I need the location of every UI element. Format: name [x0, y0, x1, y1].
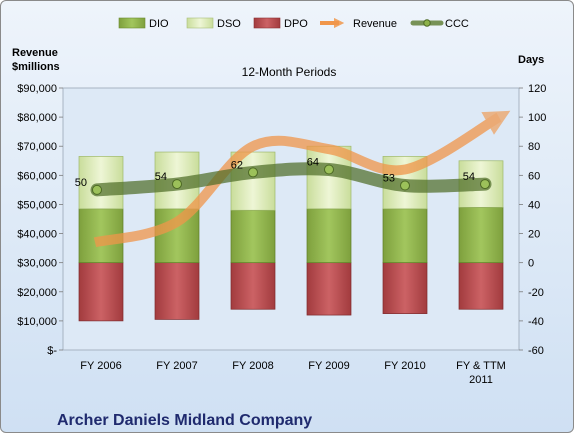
legend-label-dio: DIO — [149, 18, 169, 30]
revenue-line — [93, 110, 511, 248]
legend-label-dpo: DPO — [284, 18, 308, 30]
legend-swatch-ccc-marker — [423, 19, 431, 27]
legend-swatch-dso — [186, 17, 214, 29]
left-axis-tick-label: $20,000 — [17, 287, 57, 299]
bar-dpo — [382, 262, 428, 314]
legend: DIO DSO DPO Revenue CCC — [118, 17, 469, 30]
category-label: 2011 — [469, 374, 493, 386]
ccc-marker — [92, 184, 102, 195]
right-axis-tick-label: 40 — [528, 199, 540, 211]
category-label: FY & TTM — [456, 360, 506, 372]
left-axis-tick-label: $30,000 — [17, 258, 57, 270]
ccc-marker — [172, 179, 182, 190]
left-axis-tick-label: $70,000 — [17, 141, 57, 153]
right-axis-tick-label: -40 — [528, 316, 544, 328]
category-label: FY 2009 — [308, 360, 349, 372]
ccc-marker — [400, 180, 410, 191]
ccc-line — [90, 162, 492, 197]
ccc-marker — [248, 167, 258, 178]
left-axis-tick-label: $40,000 — [17, 229, 57, 241]
legend-label-dso: DSO — [217, 18, 241, 30]
right-axis-tick-label: 0 — [528, 258, 534, 270]
category-label: FY 2008 — [232, 360, 273, 372]
ccc-data-label: 62 — [231, 159, 243, 171]
bars-layer — [78, 145, 504, 322]
left-axis-tick-label: $80,000 — [17, 112, 57, 124]
left-axis-tick-label: $- — [47, 345, 57, 357]
ccc-data-label: 53 — [383, 173, 395, 185]
bar-dio — [306, 208, 352, 264]
bar-dpo — [458, 262, 504, 310]
ccc-marker — [324, 164, 334, 175]
left-axis-tick-label: $90,000 — [17, 83, 57, 95]
ccc-data-label: 50 — [75, 177, 87, 189]
category-label: FY 2007 — [156, 360, 197, 372]
left-axis-title-line1: Revenue — [12, 47, 58, 59]
right-axis-tick-label: -20 — [528, 287, 544, 299]
legend-swatch-dio — [118, 17, 146, 29]
right-axis-tick-label: 100 — [528, 112, 546, 124]
chart-title: 12-Month Periods — [242, 65, 337, 79]
legend-label-ccc: CCC — [445, 18, 469, 30]
lines-layer: 50 54 62 64 53 54 — [75, 110, 511, 248]
ccc-data-label: 54 — [155, 171, 167, 183]
right-axis-tick-label: -60 — [528, 345, 544, 357]
right-axis-tick-label: 20 — [528, 229, 540, 241]
ccc-marker — [480, 179, 490, 190]
left-axis-tick-label: $60,000 — [17, 170, 57, 182]
legend-label-revenue: Revenue — [353, 18, 397, 30]
category-label: FY 2006 — [80, 360, 121, 372]
axes-layer: $- $10,000 $20,000 $30,000 $40,000 $50,000 $60… — [17, 83, 546, 386]
right-axis-tick-label: 80 — [528, 141, 540, 153]
right-axis-tick-label: 60 — [528, 170, 540, 182]
right-axis-title: Days — [518, 54, 544, 66]
company-name: Archer Daniels Midland Company — [57, 412, 312, 429]
bar-dpo — [154, 262, 200, 320]
bar-dio — [382, 208, 428, 264]
left-axis-tick-label: $50,000 — [17, 199, 57, 211]
bar-dpo — [306, 262, 352, 316]
category-label: FY 2010 — [384, 360, 425, 372]
ccc-data-label: 64 — [307, 157, 319, 169]
right-axis-tick-label: 120 — [528, 83, 546, 95]
bar-dpo — [230, 262, 276, 310]
bar-dpo — [78, 262, 124, 322]
legend-swatch-dpo — [253, 17, 281, 29]
ccc-data-label: 54 — [463, 171, 475, 183]
plot-area — [62, 87, 520, 351]
bar-dio — [458, 207, 504, 264]
left-axis-title-line2: $millions — [12, 61, 60, 73]
left-axis-tick-label: $10,000 — [17, 316, 57, 328]
bar-dio — [230, 209, 276, 264]
